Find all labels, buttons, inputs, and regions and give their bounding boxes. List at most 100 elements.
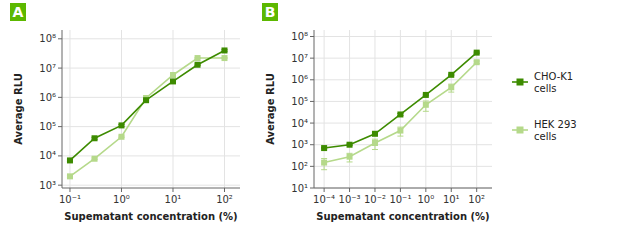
grid-line (62, 185, 240, 186)
grid-line (62, 68, 240, 69)
point (347, 154, 353, 160)
x-label: Supematant concentration (%) (316, 211, 489, 222)
error-bar (321, 159, 327, 170)
point (221, 55, 227, 61)
series (67, 47, 228, 163)
point (347, 142, 353, 148)
grid-line (62, 126, 240, 127)
tick (451, 188, 452, 192)
tick (58, 155, 62, 156)
point (448, 72, 454, 78)
series-line (70, 50, 225, 160)
legend-marker (517, 127, 524, 134)
tick-label: 10² (468, 194, 485, 205)
panel-label: A (13, 4, 24, 20)
tick-label: 10⁻¹ (59, 194, 81, 205)
tick-label: 10⁷ (291, 53, 308, 64)
tick-label: 10⁻³ (339, 194, 361, 205)
plot-area (321, 50, 480, 170)
point (143, 97, 149, 103)
tick-label: 10⁷ (39, 63, 56, 74)
legend-label: HEK 293cells (534, 119, 577, 142)
point (474, 59, 480, 65)
tick (374, 188, 375, 192)
tick (172, 188, 173, 192)
point (423, 92, 429, 98)
tick (310, 166, 314, 167)
tick-label: 10⁻¹ (389, 194, 411, 205)
grid-line (374, 30, 375, 188)
grid-line (314, 144, 492, 145)
legend: CHO-K1cellsHEK 293cells (512, 71, 577, 142)
tick-label: 10¹ (443, 194, 460, 205)
grid-line (314, 101, 492, 102)
point (67, 157, 73, 163)
point (423, 102, 429, 108)
tick-label: 10⁸ (39, 33, 56, 44)
grid-line (451, 30, 452, 188)
error-bar (448, 84, 454, 92)
tick-label: 10¹ (291, 183, 308, 194)
y-axis (314, 30, 315, 188)
series (321, 50, 480, 151)
tick (310, 79, 314, 80)
tick-label: 10⁰ (113, 194, 130, 205)
error-bar (372, 139, 378, 149)
x-axis (314, 188, 492, 189)
tick-label: 10⁵ (39, 121, 56, 132)
tick-label: 10⁴ (291, 118, 308, 129)
grid-line (62, 155, 240, 156)
tick (310, 58, 314, 59)
series-line (70, 58, 225, 176)
tick (58, 97, 62, 98)
tick-label: 10⁵ (291, 96, 308, 107)
tick (476, 188, 477, 192)
tick-label: 10⁶ (291, 74, 308, 85)
point (118, 134, 124, 140)
grid-line (314, 36, 492, 37)
point (195, 62, 201, 68)
panel-label-box (10, 3, 26, 21)
x-label: Supematant concentration (%) (64, 211, 237, 222)
grid-line (314, 188, 492, 189)
tick (310, 188, 314, 189)
error-bar (423, 101, 429, 111)
tick (310, 36, 314, 37)
point (92, 156, 98, 162)
point (321, 145, 327, 151)
grid-line (314, 58, 492, 59)
grid-line (121, 30, 122, 188)
tick (400, 188, 401, 192)
point (321, 160, 327, 166)
tick-label: 10⁰ (417, 194, 434, 205)
point (92, 135, 98, 141)
tick (324, 188, 325, 192)
y-label: Average RLU (265, 73, 276, 145)
y-axis (62, 30, 63, 188)
point (170, 78, 176, 84)
grid-line (314, 123, 492, 124)
point (397, 128, 403, 134)
series (321, 59, 480, 170)
tick (58, 38, 62, 39)
series (67, 55, 228, 179)
y-label: Average RLU (13, 73, 24, 145)
point (448, 84, 454, 90)
tick (121, 188, 122, 192)
panel: 10¹10²10³10⁴10⁵10⁶10⁷10⁸10⁻⁴10⁻³10⁻²10⁻¹… (262, 3, 492, 222)
x-axis (62, 188, 240, 189)
series-line (324, 53, 477, 148)
point (397, 111, 403, 117)
tick (349, 188, 350, 192)
grid-line (172, 30, 173, 188)
point (474, 50, 480, 56)
point (372, 131, 378, 137)
panel-label-box (262, 3, 278, 21)
grid-line (314, 166, 492, 167)
grid-line (224, 30, 225, 188)
point (170, 72, 176, 78)
chart: 10³10⁴10⁵10⁶10⁷10⁸10⁻¹10⁰10¹10²Supematan… (0, 0, 638, 243)
error-bar (347, 153, 353, 162)
tick (224, 188, 225, 192)
tick-label: 10¹ (165, 194, 182, 205)
